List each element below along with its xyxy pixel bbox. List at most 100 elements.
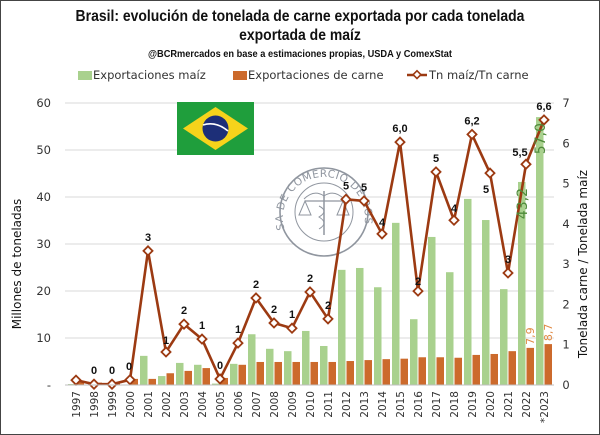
- ratio-data-label: 4: [451, 203, 458, 215]
- ratio-data-label: 2: [325, 300, 331, 312]
- bar-carne: [454, 357, 462, 385]
- ratio-marker: [322, 313, 334, 325]
- y-right-tick-label: 7: [562, 96, 569, 110]
- bar-maiz-data-label: 43,2: [515, 188, 531, 219]
- bar-maiz: [464, 198, 472, 385]
- ratio-marker: [88, 378, 100, 390]
- ratio-marker: [520, 158, 532, 171]
- bar-carne: [400, 358, 408, 385]
- bar-carne: [436, 357, 444, 385]
- bar-carne: [490, 353, 498, 385]
- y-left-tick-label: 10: [36, 331, 51, 345]
- x-tick-label: 2012: [341, 391, 353, 418]
- ratio-data-label: 3: [505, 254, 511, 266]
- ratio-data-label: 0: [109, 365, 115, 377]
- y-left-tick-label: 30: [36, 237, 51, 251]
- ratio-data-label: 4: [379, 217, 386, 229]
- ratio-data-label: 1: [235, 324, 241, 336]
- bar-maiz: [410, 319, 418, 385]
- y-right-tick-label: 3: [562, 257, 569, 271]
- legend-swatch-marker: [411, 69, 423, 80]
- y-right-tick-label: 0: [562, 378, 569, 392]
- bar-maiz: [302, 330, 310, 385]
- bar-maiz: [266, 348, 274, 385]
- ratio-marker: [466, 128, 478, 141]
- legend-swatch: [78, 71, 92, 80]
- x-tick-label: 2005: [215, 391, 227, 418]
- ratio-marker: [394, 136, 406, 148]
- bar-carne: [508, 351, 516, 385]
- bar-maiz: [446, 272, 454, 385]
- bar-maiz: [518, 181, 526, 385]
- x-tick-label: 2003: [179, 391, 191, 418]
- ratio-marker: [196, 333, 208, 345]
- ratio-marker: [70, 374, 82, 386]
- ratio-data-label: 2: [271, 304, 277, 316]
- bar-carne: [238, 364, 246, 385]
- ratio-data-label: 6,6: [536, 101, 551, 113]
- ratio-data-label: 1: [289, 309, 295, 321]
- y-left-tick-label: 60: [36, 96, 51, 110]
- x-tick-label: *2023: [539, 391, 551, 423]
- ratio-marker: [502, 267, 514, 279]
- y-left-tick-label: -: [47, 378, 51, 392]
- brazil-flag-icon: [177, 102, 254, 155]
- ratio-data-label: 5: [361, 182, 367, 194]
- bar-carne: [76, 382, 84, 385]
- ratio-data-label: 5,5: [512, 147, 527, 159]
- chart-title-line1: Brasil: evolución de tonelada de carne e…: [75, 8, 525, 25]
- ratio-data-label: 5: [483, 184, 489, 196]
- ratio-marker: [430, 166, 442, 178]
- ratio-marker: [124, 373, 136, 386]
- ratio-marker: [412, 285, 424, 297]
- bar-maiz: [338, 269, 346, 385]
- x-tick-label: 2007: [251, 391, 263, 418]
- ratio-marker: [142, 245, 154, 257]
- bar-carne: [418, 357, 426, 385]
- ratio-line: [70, 114, 550, 390]
- y-left-tick-label: 40: [36, 190, 51, 204]
- ratio-marker: [214, 373, 226, 385]
- y-right-tick-label: 1: [562, 338, 569, 352]
- x-tick-label: 2011: [323, 391, 335, 418]
- x-tick-label: 2014: [377, 391, 389, 418]
- bar-carne: [526, 347, 534, 385]
- bar-carne: [274, 361, 282, 385]
- x-tick-label: 2022: [521, 391, 533, 418]
- legend-item-ratio: Tn maíz/Tn carne: [407, 68, 529, 82]
- bar-carne: [328, 361, 336, 385]
- bar-maiz-data-label: 57,0: [533, 123, 549, 154]
- chart-title-line2: exportada de maíz: [239, 27, 361, 44]
- ratio-marker: [538, 114, 550, 126]
- x-tick-label: 2019: [467, 391, 479, 418]
- y-right-tick-label: 2: [562, 297, 569, 311]
- ratio-marker: [340, 193, 352, 206]
- legend-label: Exportaciones de carne: [248, 68, 384, 82]
- ratio-data-label: 2: [253, 279, 259, 291]
- bar-carne: [184, 370, 192, 385]
- x-tick-label: 2021: [503, 391, 515, 418]
- bar-maiz: [284, 351, 292, 385]
- bar-maiz: [176, 362, 184, 385]
- chart-subtitle: @BCRmercados en base a estimaciones prop…: [148, 48, 452, 60]
- x-tick-label: 2002: [161, 391, 173, 418]
- bars: [68, 117, 552, 385]
- bar-carne: [256, 361, 264, 385]
- bar-maiz: [374, 287, 382, 385]
- x-tick-label: 2000: [125, 391, 137, 418]
- y-left-axis-title: Millones de toneladas: [10, 199, 24, 330]
- ratio-data-label: 5: [343, 180, 349, 192]
- legend-label: Tn maíz/Tn carne: [428, 68, 529, 82]
- bar-carne-data-label: 7,9: [524, 327, 537, 345]
- bar-maiz: [356, 267, 364, 385]
- ratio-data-label: 2: [415, 276, 421, 288]
- bar-maiz: [392, 222, 400, 385]
- x-tick-label: 2010: [305, 391, 317, 418]
- bar-maiz: [158, 376, 166, 385]
- legend-item-maiz: Exportaciones maíz: [78, 68, 206, 82]
- bar-carne: [166, 373, 174, 385]
- ratio-marker: [178, 318, 190, 330]
